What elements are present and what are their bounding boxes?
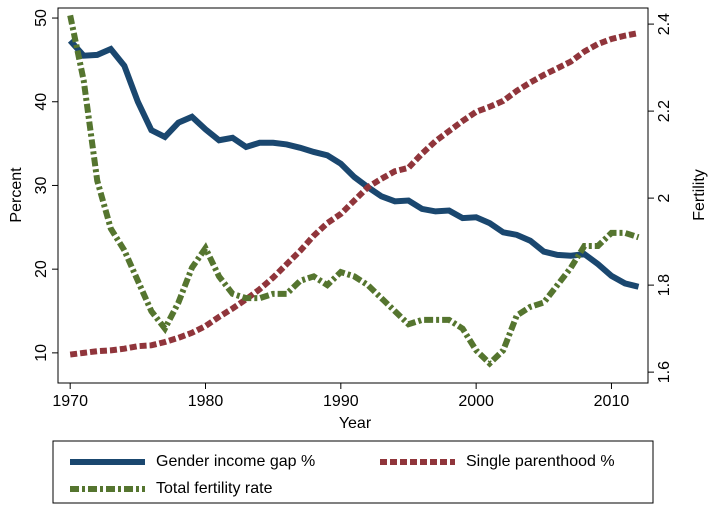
y2-tick-label: 2 xyxy=(656,194,673,203)
legend-label: Single parenthood % xyxy=(466,453,615,470)
y-tick-label: 10 xyxy=(33,344,50,362)
y2-tick-label: 1.6 xyxy=(656,361,673,383)
y-tick-label: 30 xyxy=(33,176,50,194)
y-axis-title: Percent xyxy=(8,167,25,223)
x-tick-label: 2000 xyxy=(458,393,494,410)
y2-tick-label: 2.2 xyxy=(656,100,673,122)
legend-label: Gender income gap % xyxy=(156,453,315,470)
y-tick-label: 50 xyxy=(33,9,50,27)
series-line xyxy=(67,38,640,290)
y-tick-label: 40 xyxy=(33,93,50,111)
legend-label: Total fertility rate xyxy=(156,480,273,497)
y2-tick-label: 2.4 xyxy=(656,13,673,35)
y2-tick-label: 1.8 xyxy=(656,274,673,296)
y2-axis-title: Fertility xyxy=(691,169,708,221)
x-tick-label: 1990 xyxy=(323,393,359,410)
series-line xyxy=(67,14,640,368)
x-tick-label: 2010 xyxy=(594,393,630,410)
x-axis-title: Year xyxy=(339,415,372,432)
plot-frame xyxy=(57,7,649,384)
legend-box xyxy=(52,440,654,504)
series-line xyxy=(69,30,640,358)
y-tick-label: 20 xyxy=(33,260,50,278)
x-tick-label: 1970 xyxy=(52,393,88,410)
x-tick-label: 1980 xyxy=(188,393,224,410)
